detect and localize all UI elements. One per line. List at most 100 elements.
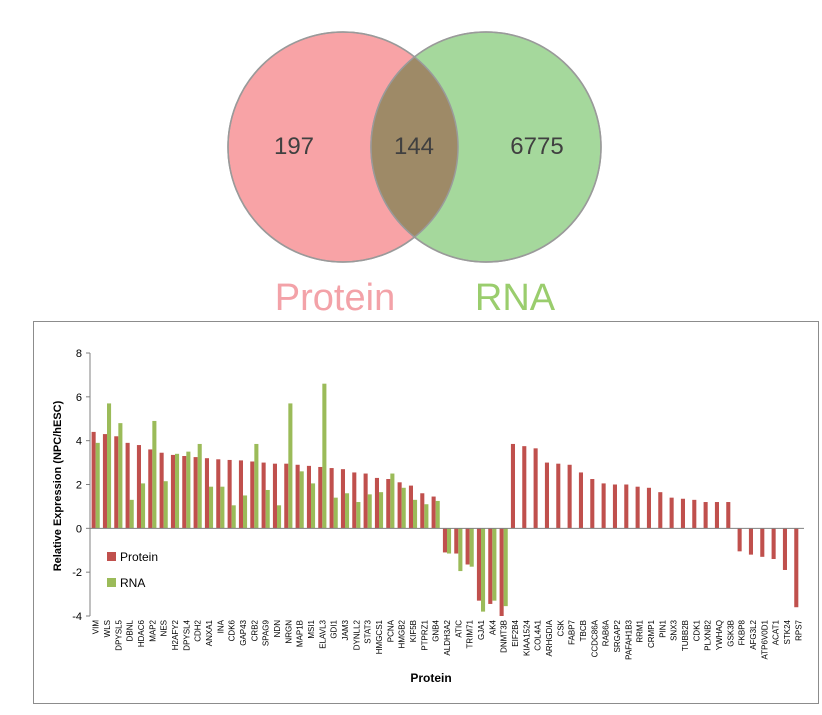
bar-rna-gap43 <box>243 495 248 529</box>
x-tick-label: DBNL <box>126 619 135 641</box>
x-tick-label: INA <box>216 619 225 633</box>
bar-rna-jam3 <box>345 493 350 529</box>
bar-protein-kiaa1524 <box>522 446 527 529</box>
y-tick-label: 6 <box>76 392 82 404</box>
y-tick-label: 8 <box>76 348 82 360</box>
bar-rna-pcna <box>390 473 395 529</box>
bar-rna-cdh2 <box>197 443 202 529</box>
bar-rna-h2afy2 <box>175 453 180 529</box>
bar-protein-eif2b4 <box>510 443 515 529</box>
x-tick-label: WLS <box>103 620 112 637</box>
bar-protein-spag9 <box>261 462 266 529</box>
bar-rna-nes <box>163 481 168 529</box>
x-tick-label: DNMT3B <box>500 620 509 653</box>
x-tick-label: RAB6A <box>602 619 611 646</box>
x-tick-label: GNB4 <box>432 619 441 641</box>
x-tick-label: TRIM71 <box>466 619 475 648</box>
x-tick-label: PLXNB2 <box>704 619 713 650</box>
bar-protein-dnmt3b <box>499 528 504 616</box>
bar-rna-elavl3 <box>322 383 327 529</box>
bar-rna-trim71 <box>469 528 474 567</box>
bar-protein-elavl3 <box>318 466 323 529</box>
bar-rna-kif5b <box>413 499 418 529</box>
x-tick-label: CDK6 <box>228 619 237 641</box>
venn-label-rna: RNA <box>475 277 556 319</box>
x-tick-label: MAP1B <box>296 620 305 647</box>
x-tick-label: PCNA <box>386 619 395 642</box>
bar-protein-tubb2b <box>680 498 685 529</box>
venn-diagram: 197 144 6775 Protein RNA <box>227 31 602 319</box>
x-tick-label: PAFAH1B3 <box>624 619 633 659</box>
bar-protein-msi1 <box>306 465 311 529</box>
bar-protein-cdk1 <box>692 499 697 529</box>
bar-protein-nes <box>159 452 164 529</box>
x-tick-label: HDAC6 <box>137 619 146 647</box>
x-axis-label: Protein <box>410 671 451 685</box>
x-tick-label: ALDH3A2 <box>443 619 452 655</box>
bar-rna-ndn <box>277 505 282 529</box>
venn-overlap-region <box>371 32 458 262</box>
x-tick-label: CDH2 <box>194 619 203 641</box>
bar-protein-map2 <box>148 449 153 529</box>
bar-protein-gdi1 <box>329 468 334 529</box>
bar-protein-ccdc86a <box>590 479 595 529</box>
bar-protein-dpysl5 <box>114 436 119 529</box>
x-tick-label: DYNLL2 <box>352 619 361 650</box>
bar-protein-pcna <box>386 479 391 529</box>
bar-protein-arhgdia <box>544 462 549 529</box>
bar-protein-ndn <box>272 463 277 529</box>
x-tick-label: GJA1 <box>477 619 486 640</box>
x-tick-label: RPS7 <box>794 619 803 640</box>
bar-rna-ina <box>220 486 225 529</box>
bar-rna-stat3 <box>367 494 372 529</box>
y-tick-label: -2 <box>72 567 82 579</box>
x-tick-label: ACAT1 <box>772 619 781 645</box>
x-tick-label: STAT3 <box>364 619 373 643</box>
x-tick-label: ELAVL3 <box>318 619 327 648</box>
y-tick-label: -4 <box>72 611 82 623</box>
bar-chart: VIM WLS DPYSL5 DBNL HDAC6 MAP2 NES H2AFY2 DPYSL4… <box>52 348 804 685</box>
x-tick-label: TBCB <box>579 620 588 641</box>
bar-protein-cdh2 <box>193 457 198 529</box>
bar-protein-acat1 <box>771 528 776 560</box>
bar-rna-dnmt3b <box>503 528 508 607</box>
y-axis-label: Relative Expression (NPC/hESC) <box>52 400 64 571</box>
x-tick-label: COL4A1 <box>534 619 543 650</box>
bar-protein-tbcb <box>578 472 583 529</box>
bar-protein-hdac6 <box>136 445 141 529</box>
x-tick-labels: VIM WLS DPYSL5 DBNL HDAC6 MAP2 NES H2AFY2 DPYSL4… <box>92 619 804 660</box>
x-tick-label: YWHAQ <box>715 620 724 650</box>
bar-protein-kif5b <box>408 485 413 529</box>
x-tick-label: ATP6V0D1 <box>760 619 769 659</box>
x-tick-label: GDI1 <box>330 619 339 638</box>
bar-rna-aldh3a2 <box>447 528 452 554</box>
bar-protein-afg3l2 <box>748 528 753 555</box>
bar-protein-gnb4 <box>431 496 436 529</box>
x-tick-label: CCDC86A <box>590 619 599 657</box>
bar-protein-rrm1 <box>635 486 640 529</box>
bar-protein-wls <box>102 434 107 529</box>
bar-rna-hdac6 <box>141 483 146 529</box>
x-tick-label: AK4 <box>488 619 497 635</box>
bar-rna-dpysl4 <box>186 451 191 529</box>
bar-rna-gja1 <box>481 528 486 612</box>
bar-protein-col4a1 <box>533 448 538 529</box>
bar-rna-atic <box>458 528 463 572</box>
x-tick-label: KIF5B <box>409 620 418 642</box>
x-tick-label: HMGB2 <box>398 619 407 648</box>
bar-rna-cdk6 <box>231 505 236 529</box>
bar-protein-pafah1b3 <box>624 484 629 529</box>
bar-rna-anxa1 <box>209 486 214 529</box>
x-tick-label: TUBB2B <box>681 620 690 651</box>
bar-protein-plxnb2 <box>703 502 708 529</box>
bar-rna-wls <box>107 403 112 529</box>
bar-protein-rps7 <box>794 528 799 608</box>
bar-rna-gnb4 <box>435 500 440 529</box>
x-tick-label: AFG3L2 <box>749 619 758 649</box>
legend-swatch-rna <box>107 578 116 587</box>
x-tick-label: GSK3B <box>726 620 735 647</box>
bar-rna-dbnl <box>129 499 134 529</box>
x-tick-label: ARHGDIA <box>545 619 554 656</box>
bar-rna-msi1 <box>311 483 316 529</box>
bar-protein-aldh3a2 <box>442 528 447 553</box>
